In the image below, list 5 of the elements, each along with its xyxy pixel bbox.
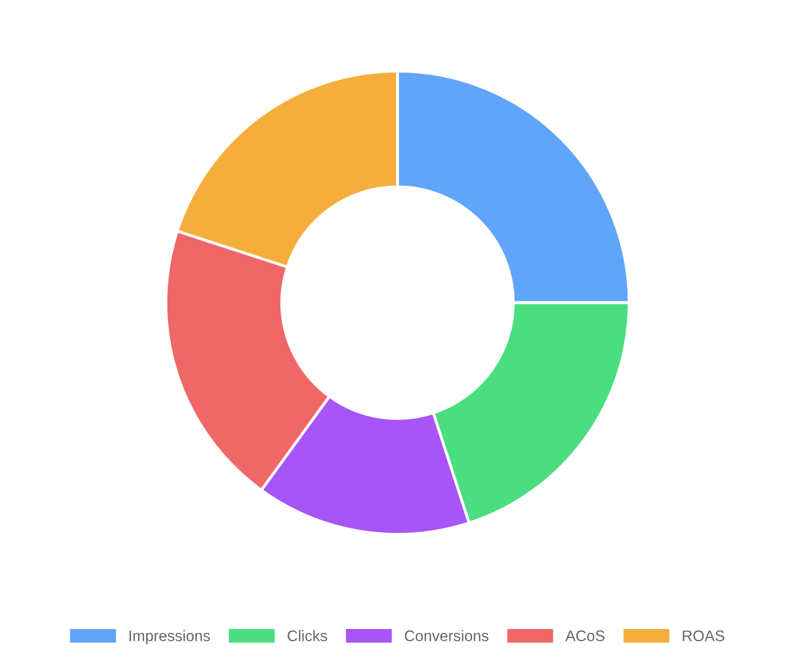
legend-label: ROAS (682, 630, 724, 642)
legend-label: Impressions (130, 630, 210, 644)
legend-label: Conversions (404, 630, 488, 642)
legend-label: Clicks (288, 630, 328, 642)
legend-label: ACoS (565, 630, 605, 642)
